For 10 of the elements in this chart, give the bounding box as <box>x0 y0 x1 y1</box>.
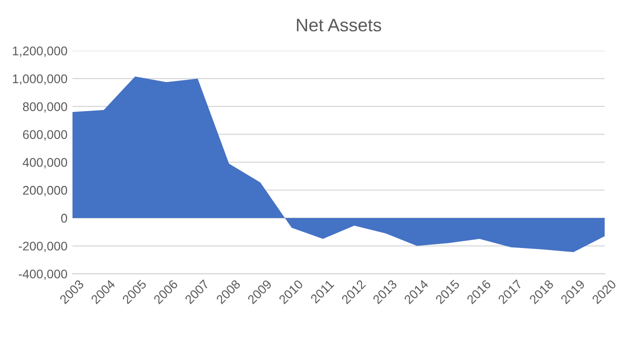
y-tick-label: 1,000,000 <box>12 74 68 85</box>
y-tick-label: 200,000 <box>23 186 68 196</box>
y-tick-label: 400,000 <box>22 158 68 168</box>
y-tick-label: -400,000 <box>18 270 68 280</box>
y-tick-label: -200,000 <box>18 242 68 252</box>
y-tick-label: 600,000 <box>23 130 68 140</box>
y-tick-label: 800,000 <box>22 102 68 113</box>
y-tick-label: 1,200,000 <box>12 46 68 57</box>
chart-title: Net Assets <box>296 18 382 32</box>
y-tick-label: 0 <box>61 214 68 223</box>
